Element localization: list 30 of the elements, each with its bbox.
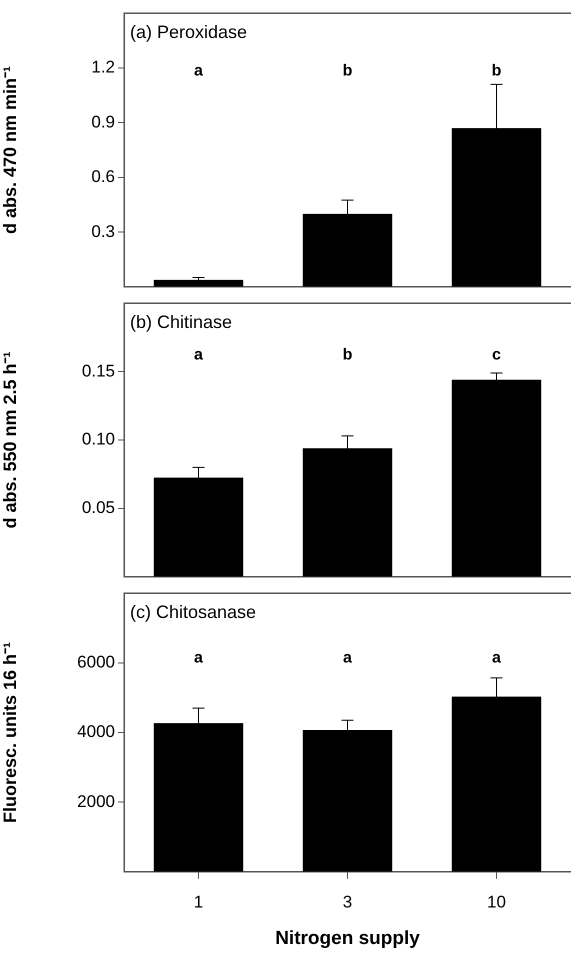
text: (c) Chitosanase [130,602,256,622]
annotation: a [343,650,352,667]
y-tick-label: 1.2 [91,58,115,77]
y-tick-label: 0.9 [91,112,115,132]
y-tick-label: 0.6 [91,167,115,186]
x-tick-label: 1 [194,892,204,912]
bar [154,280,244,287]
text: (b) Chitinase [130,312,232,332]
y-tick-label: 6000 [77,652,115,672]
y-tick-label: 0.15 [82,361,115,380]
annotation: b [492,62,502,80]
y-axis-title: d abs. 470 nm min⁻¹ [0,66,20,234]
x-tick-label: 10 [487,892,506,912]
annotation: a [194,346,204,364]
y-tick-label: 4000 [77,722,115,742]
annotation: b [342,346,353,364]
y-tick-label: 0.10 [82,430,115,449]
annotation: b [342,62,353,80]
y-axis-title: d abs. 550 nm 2.5 h⁻¹ [0,351,20,529]
annotation: a [492,650,502,667]
y-tick-label: 2000 [77,792,115,811]
y-tick-label: 0.3 [91,222,115,241]
x-axis-title: Nitrogen supply [275,928,420,949]
x-tick-label: 3 [342,892,352,912]
text: (a) Peroxidase [130,22,248,42]
y-axis-title: Fluoresc. units 16 h⁻¹ [0,642,20,824]
annotation: c [492,346,502,364]
annotation: a [194,62,204,80]
y-tick-label: 0.05 [82,498,115,518]
annotation: a [194,650,204,667]
